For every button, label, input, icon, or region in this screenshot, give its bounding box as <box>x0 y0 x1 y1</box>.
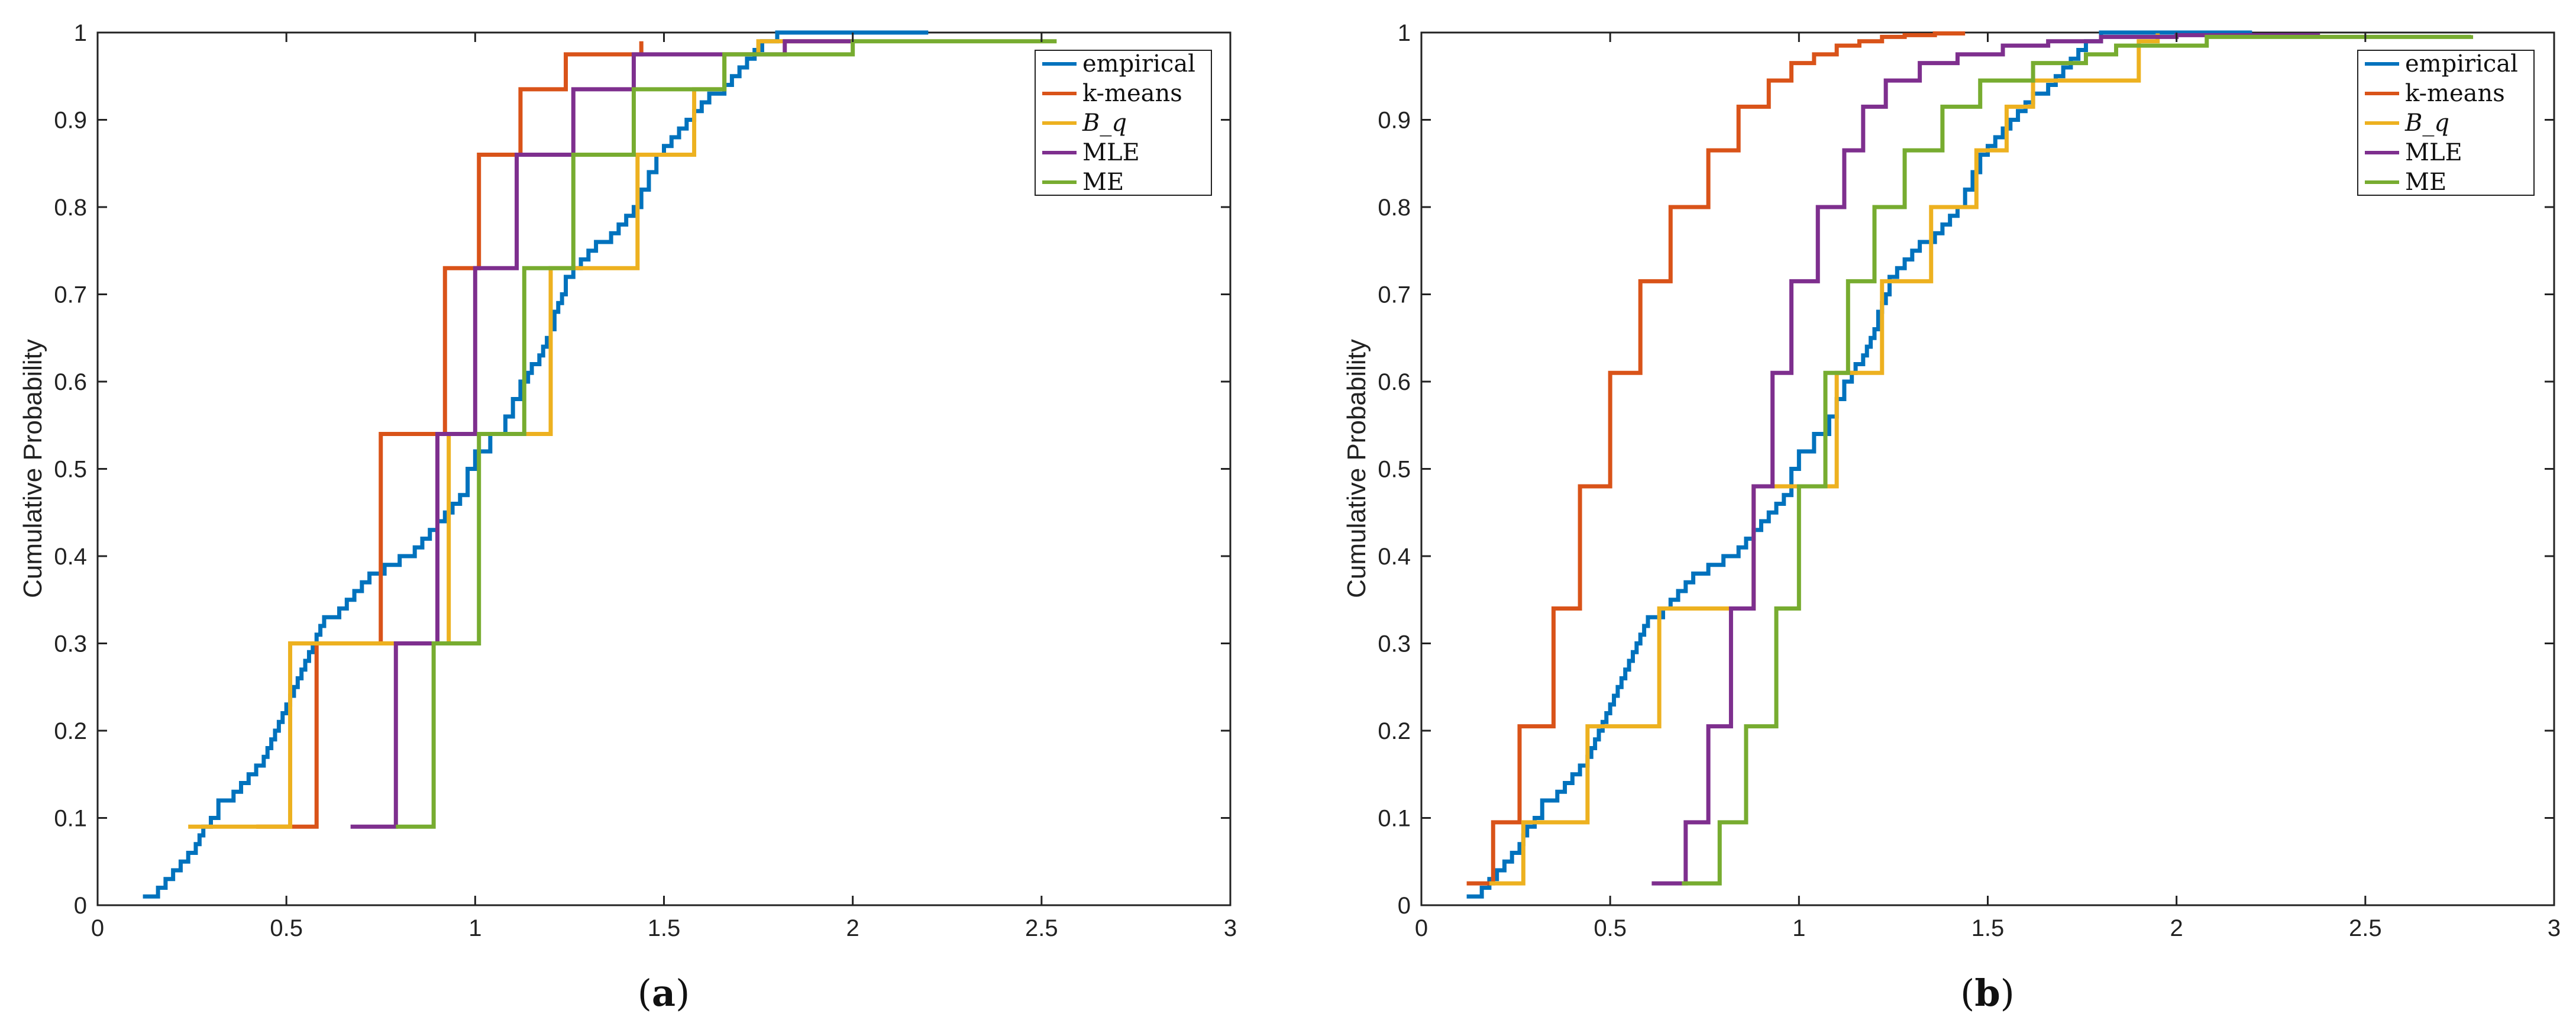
series-line-mle <box>350 39 853 829</box>
y-tick-label: 0.5 <box>54 457 87 483</box>
series-layer-b <box>1466 30 2474 899</box>
x-tick-label: 1 <box>468 915 481 941</box>
x-tick-label: 1.5 <box>648 915 681 941</box>
legend-label-me: ME <box>1082 169 1124 196</box>
legend-label-empirical: empirical <box>1082 50 1195 78</box>
legend-a: empirical k-means B_q MLE ME <box>1035 50 1212 196</box>
caption-letter-b: b <box>1974 971 2000 1015</box>
tick-layer-a: 0 0.5 1 1.5 2 2.5 3 0 0.1 0.2 0.3 0.4 0.5 0.6 0.7 0.8 0.… <box>54 20 1237 941</box>
series-line-me <box>396 39 1057 829</box>
y-tick-label: 0.9 <box>54 108 87 134</box>
series-line-me <box>1682 34 2474 886</box>
x-tick-label: 3 <box>1224 915 1237 941</box>
legend-label-k-means: k-means <box>1082 80 1182 107</box>
y-tick-label: 1 <box>1398 20 1411 46</box>
y-tick-label: 0.6 <box>54 369 87 395</box>
series-line-k-means <box>1466 31 1966 886</box>
legend-label-k-means: k-means <box>2405 80 2505 107</box>
y-tick-label: 1 <box>74 20 87 46</box>
y-tick-label: 0.7 <box>54 282 87 308</box>
legend-label-empirical: empirical <box>2405 50 2518 78</box>
y-tick-label: 0.2 <box>54 718 87 744</box>
x-tick-label: 1 <box>1792 915 1805 941</box>
y-tick-label: 0.1 <box>54 806 87 832</box>
tick-layer-b: 0 0.5 1 1.5 2 2.5 3 0 0.1 0.2 0.3 0.4 0.5 0.6 0.7 0.8 0.… <box>1378 20 2561 941</box>
y-tick-label: 0.9 <box>1378 108 1411 134</box>
y-axis-label-a: Cumulative Probability <box>18 339 47 598</box>
x-tick-label: 3 <box>2548 915 2561 941</box>
series-line-mle <box>1651 33 2320 886</box>
y-tick-label: 0 <box>1398 893 1411 919</box>
series-layer-a <box>143 30 1057 899</box>
y-tick-label: 0.3 <box>1378 631 1411 657</box>
y-tick-label: 0.4 <box>1378 544 1411 570</box>
x-tick-label: 0 <box>1415 915 1428 941</box>
x-tick-label: 2.5 <box>1025 915 1058 941</box>
x-tick-label: 0.5 <box>270 915 303 941</box>
legend-label-bq: B_q <box>1082 109 1127 137</box>
y-tick-label: 0.6 <box>1378 369 1411 395</box>
x-tick-label: 2.5 <box>2349 915 2382 941</box>
x-tick-label: 0 <box>91 915 104 941</box>
caption-letter-a: a <box>652 971 675 1015</box>
y-tick-label: 0.5 <box>1378 457 1411 483</box>
legend-label-bq: B_q <box>2404 109 2449 137</box>
y-tick-label: 0.2 <box>1378 718 1411 744</box>
y-tick-label: 0.8 <box>1378 195 1411 221</box>
y-tick-label: 0.7 <box>1378 282 1411 308</box>
panel-caption-a: (a) <box>638 971 690 1015</box>
y-axis-label-b: Cumulative Probability <box>1342 339 1371 598</box>
x-tick-label: 0.5 <box>1594 915 1627 941</box>
legend-label-mle: MLE <box>2405 139 2462 166</box>
x-tick-label: 2 <box>846 915 859 941</box>
legend-label-mle: MLE <box>1082 139 1140 166</box>
y-tick-label: 0.3 <box>54 631 87 657</box>
x-tick-label: 1.5 <box>1971 915 2005 941</box>
chart-panel-b: 0 0.5 1 1.5 2 2.5 3 0 0.1 0.2 0.3 0.4 0.5 0.6 0.7 0.8 0.… <box>1342 20 2561 1015</box>
legend-b: empirical k-means B_q MLE ME <box>2357 50 2535 196</box>
panel-caption-b: (b) <box>1960 971 2015 1015</box>
chart-panel-a: 0 0.5 1 1.5 2 2.5 3 0 0.1 0.2 0.3 0.4 0.5 0.6 0.7 0.8 0.… <box>18 20 1237 1015</box>
y-tick-label: 0.4 <box>54 544 87 570</box>
y-tick-label: 0.1 <box>1378 806 1411 832</box>
y-tick-label: 0 <box>74 893 87 919</box>
x-tick-label: 2 <box>2170 915 2183 941</box>
y-tick-label: 0.8 <box>54 195 87 221</box>
legend-label-me: ME <box>2405 169 2446 196</box>
